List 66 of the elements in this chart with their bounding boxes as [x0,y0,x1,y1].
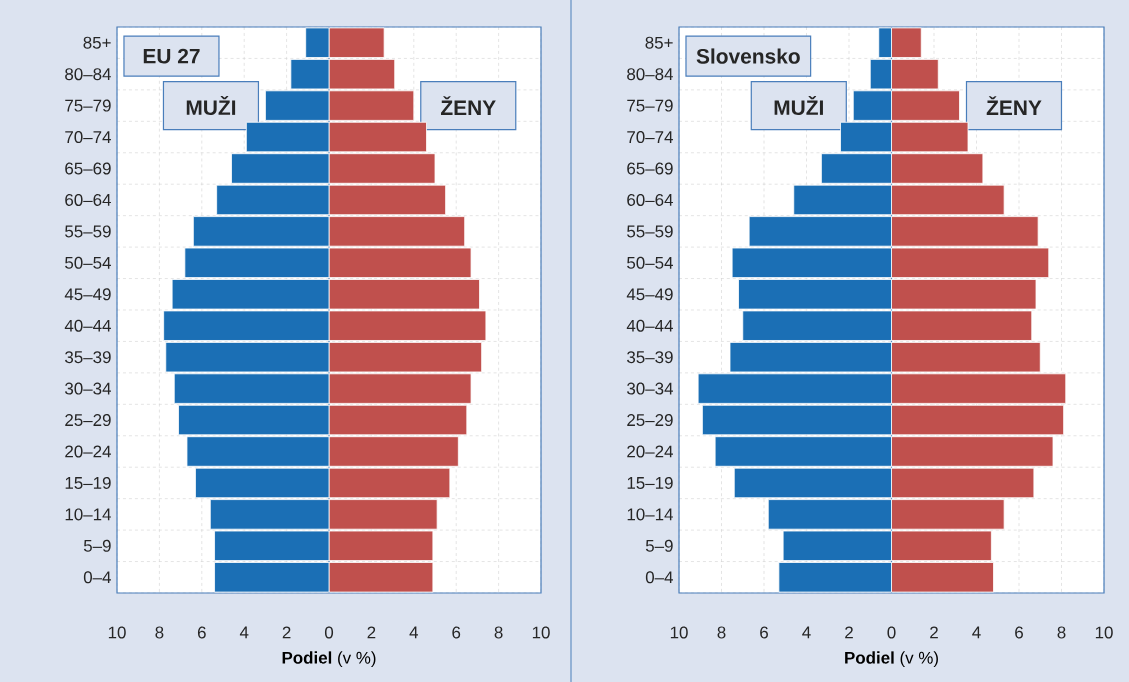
y-tick-label: 20–24 [627,445,673,458]
y-tick-label: 25–29 [65,414,111,427]
series-label: ŽENY [441,96,496,115]
y-tick-label: 70–74 [65,131,111,144]
series-label: MUŽI [186,96,236,116]
x-tick-label: 2 [845,626,853,639]
y-tick-label: 40–44 [64,319,111,332]
x-tick-label: 8 [1057,626,1066,639]
x-tick-label: 6 [452,626,461,639]
y-tick-label: 0–4 [645,571,673,584]
y-tick-label: 40–44 [626,319,673,332]
series-label: ŽENY [986,96,1042,115]
y-tick-label: 20–24 [65,445,111,458]
y-tick-label: 5–9 [645,539,673,552]
y-tick-label: 85+ [645,36,673,49]
y-tick-label: 80–84 [627,68,673,81]
x-tick-label: 4 [972,626,981,639]
x-tick-label: 0 [887,626,896,639]
y-tick-label: 65–69 [65,162,111,175]
y-tick-label: 25–29 [627,414,673,427]
y-tick-label: 80–84 [65,68,111,81]
y-tick-label: 15–19 [65,476,111,489]
text: Slovensko [696,48,800,64]
x-tick-label: 10 [108,626,126,639]
x-tick-label: 6 [760,626,768,639]
x-tick-label: 6 [197,626,206,639]
y-tick-label: 75–79 [65,99,111,112]
x-tick-label: 2 [930,626,938,639]
y-tick-label: 60–64 [627,193,673,206]
y-tick-label: 50–54 [627,256,673,269]
y-tick-label: 50–54 [65,256,111,269]
y-tick-label: 85+ [83,36,111,49]
x-axis-title: Podiel (v %) [282,651,376,668]
y-tick-label: 45–49 [626,288,673,301]
y-tick-label: 70–74 [627,131,673,144]
x-tick-label: 2 [282,626,291,639]
x-tick-label: 6 [1015,626,1023,639]
y-tick-label: 75–79 [627,99,673,112]
x-tick-label: 4 [409,626,419,639]
y-tick-label: 0–4 [83,571,111,584]
y-tick-label: 35–39 [65,351,111,364]
y-tick-label: 15–19 [627,476,673,489]
x-axis-title: Podiel (v %) [845,651,938,668]
y-tick-label: 60–64 [65,193,111,206]
text: EU 27 [143,48,200,64]
y-tick-label: 5–9 [83,539,111,552]
y-tick-label: 65–69 [627,162,673,175]
x-tick-label: 10 [1095,626,1113,639]
x-tick-label: 4 [802,626,811,639]
x-tick-label: 10 [532,626,550,639]
x-tick-label: 0 [324,626,334,639]
y-tick-label: 55–59 [65,225,111,238]
x-tick-label: 8 [155,626,164,639]
y-tick-label: 10–14 [65,508,111,521]
y-tick-label: 55–59 [627,225,673,238]
y-tick-label: 45–49 [64,288,111,301]
y-tick-label: 10–14 [627,508,673,521]
y-tick-label: 30–34 [65,382,111,395]
x-tick-label: 2 [367,626,376,639]
x-tick-label: 10 [670,626,688,639]
x-tick-label: 8 [717,626,726,639]
series-label: MUŽI [774,96,823,116]
x-tick-label: 8 [494,626,503,639]
y-tick-label: 30–34 [627,382,673,395]
x-tick-label: 4 [239,626,249,639]
y-tick-label: 35–39 [627,351,673,364]
